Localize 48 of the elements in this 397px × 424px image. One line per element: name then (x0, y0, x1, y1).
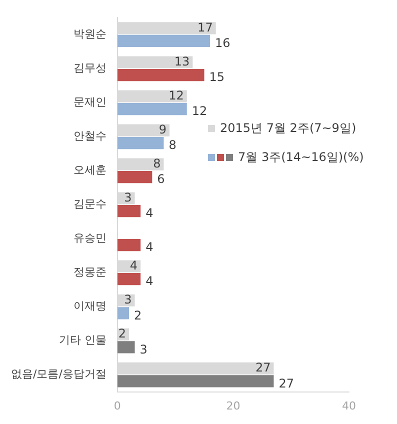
data-label: 3 (124, 190, 132, 204)
y-tick-label: 이재명 (73, 300, 106, 313)
data-label: 4 (130, 258, 138, 272)
data-label: 3 (124, 292, 132, 306)
y-tick-label: 없음/모름/응답거절 (10, 368, 106, 381)
bar (117, 307, 129, 320)
bar (117, 341, 135, 354)
data-label: 4 (146, 206, 154, 220)
bar (117, 136, 164, 150)
data-label: 9 (158, 122, 167, 136)
data-label: 2 (134, 308, 142, 322)
data-label: 12 (168, 88, 184, 102)
y-tick-label: 박원순 (73, 27, 106, 40)
bar (117, 102, 187, 116)
y-tick-label: 기타 인물 (58, 334, 106, 347)
bar (117, 205, 141, 218)
legend-label: 7월 3주(14~16일)(%) (238, 149, 364, 166)
bar (117, 375, 274, 388)
data-label: 6 (157, 172, 165, 186)
legend-label: 2015년 7월 2주(7~9일) (220, 120, 356, 137)
data-label: 8 (168, 138, 176, 152)
bar (117, 239, 141, 252)
x-tick-label: 20 (226, 399, 240, 412)
bar (117, 273, 141, 286)
data-label: 16 (215, 36, 230, 50)
data-label: 17 (198, 20, 213, 34)
y-tick-label: 유승민 (73, 232, 106, 245)
y-tick-label: 안철수 (73, 130, 106, 143)
data-label: 27 (278, 376, 294, 390)
data-label: 13 (174, 54, 190, 68)
data-label: 3 (140, 342, 148, 356)
bar (117, 171, 152, 184)
y-tick-label: 정몽준 (73, 266, 106, 279)
data-label: 4 (146, 240, 154, 254)
bar (117, 34, 210, 48)
x-tick-label: 40 (342, 399, 356, 412)
data-label: 15 (209, 70, 225, 84)
y-tick-label: 김문수 (73, 198, 106, 211)
data-label: 27 (255, 360, 271, 375)
y-tick-label: 오세훈 (73, 164, 106, 177)
data-label: 8 (153, 156, 161, 170)
y-tick-label: 문재인 (73, 96, 106, 109)
x-tick-label: 0 (114, 399, 121, 412)
data-label: 4 (146, 274, 154, 288)
data-label: 12 (192, 104, 208, 118)
bar (117, 68, 204, 82)
y-tick-label: 김무성 (73, 61, 106, 74)
data-label: 2 (118, 326, 126, 341)
